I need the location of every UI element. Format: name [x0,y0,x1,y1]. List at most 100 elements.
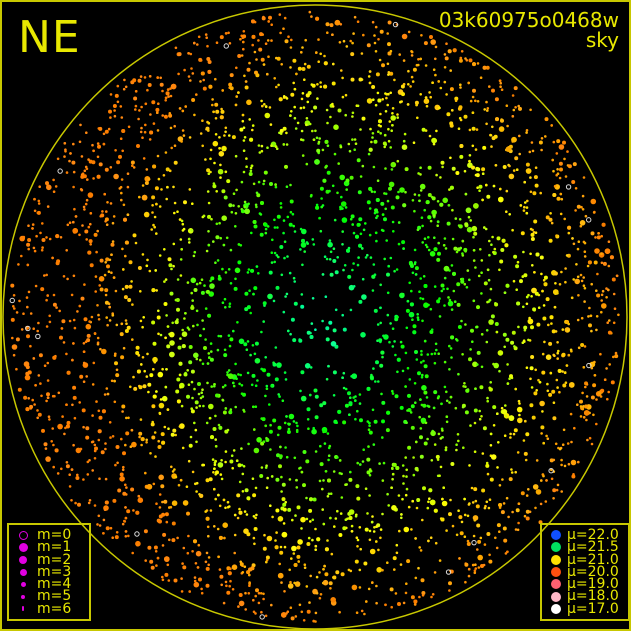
star [371,408,375,412]
star [454,99,458,102]
star [571,180,576,184]
star [306,407,311,412]
star [195,550,202,557]
star [325,189,330,194]
star [254,358,261,364]
star [463,169,467,173]
star [315,205,320,210]
star [155,390,158,393]
star [126,172,130,175]
star [15,367,18,371]
star [421,591,426,595]
star [311,518,315,522]
star [253,352,257,356]
star [219,163,222,167]
star [141,253,145,256]
star [124,443,127,447]
star [391,112,394,115]
star [285,131,288,135]
star [22,312,25,316]
star [276,226,279,229]
star [174,433,177,437]
star [193,113,196,117]
star [288,478,292,481]
star [229,459,234,464]
star [172,242,176,246]
star [502,332,507,337]
star [449,121,454,126]
star [89,263,94,268]
star [78,233,81,237]
star [253,542,256,546]
star [264,105,268,108]
star [212,140,219,147]
star [202,463,205,467]
star [464,57,467,60]
star [333,419,338,424]
star [321,508,325,511]
star [52,302,57,307]
star [280,475,283,479]
star [145,264,149,268]
star [457,106,462,111]
star [203,284,206,287]
star [234,362,237,366]
star [195,309,199,313]
star [98,276,105,282]
star [122,491,127,496]
star [254,70,258,75]
star [224,384,227,387]
star [193,387,196,391]
star [561,443,565,447]
star [483,506,487,510]
star [72,185,75,189]
star [429,35,433,39]
star [439,465,443,469]
star [580,205,583,209]
star [129,385,132,389]
star [518,413,521,417]
star [299,248,302,251]
star [160,484,165,489]
star [399,563,403,566]
star [448,401,451,404]
star [480,292,483,295]
star [517,399,521,403]
star [473,408,478,413]
star [451,109,454,112]
star [265,486,269,490]
star [451,166,456,171]
star [509,436,512,439]
star [359,175,363,178]
star [479,76,483,79]
star [332,328,337,333]
star [315,136,319,140]
star [391,107,395,110]
star [489,381,493,384]
star [197,35,201,39]
star [386,62,390,66]
star [338,41,342,44]
star [413,193,417,196]
star [275,56,278,60]
star [394,394,399,399]
star [45,456,51,462]
star [108,421,112,424]
star [31,227,34,230]
star [381,213,385,216]
star [341,243,344,246]
star [252,405,255,409]
star [409,302,414,307]
star [399,100,402,104]
star [485,340,489,344]
star [459,154,464,159]
star [131,303,134,306]
star [228,584,231,588]
star [467,567,471,571]
star [226,179,231,184]
star [108,319,112,322]
star [357,190,362,195]
star [472,361,478,368]
star [324,572,329,577]
star [249,311,252,315]
